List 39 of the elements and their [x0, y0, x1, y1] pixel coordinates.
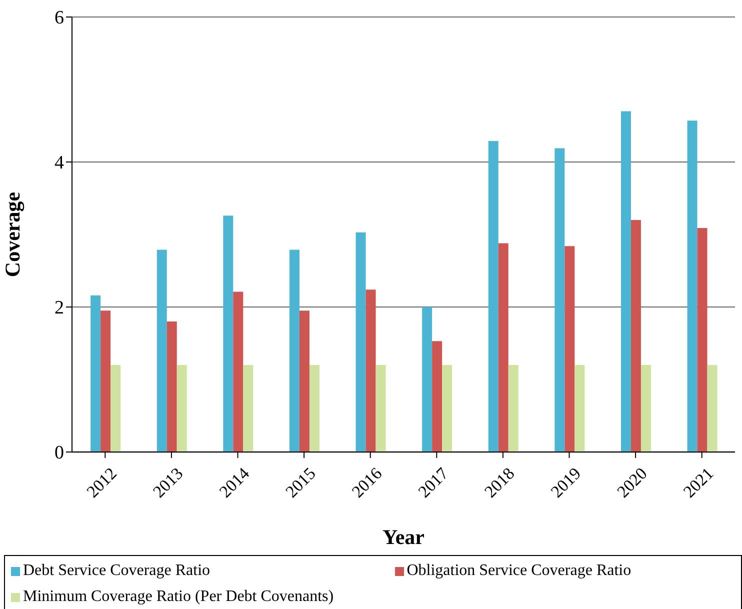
bar — [233, 292, 244, 452]
bar — [100, 310, 111, 452]
bar — [176, 365, 187, 452]
bar — [687, 120, 698, 452]
y-axis-title: Coverage — [0, 192, 24, 278]
legend-label: Debt Service Coverage Ratio — [23, 562, 210, 580]
bar — [110, 365, 121, 452]
bar — [299, 310, 310, 452]
bar — [366, 290, 376, 452]
bar — [90, 295, 101, 452]
bar — [289, 250, 300, 452]
y-tick-label: 4 — [54, 152, 64, 174]
bar — [432, 341, 442, 452]
bar — [156, 250, 167, 452]
bar — [442, 365, 452, 452]
bar — [574, 365, 585, 452]
legend-label: Obligation Service Coverage Ratio — [406, 562, 632, 580]
legend-label: Minimum Coverage Ratio (Per Debt Covenants) — [23, 588, 334, 606]
bar — [554, 148, 565, 452]
bar — [223, 216, 234, 452]
bar — [620, 111, 631, 452]
bar — [356, 232, 366, 452]
bar — [166, 322, 177, 452]
y-tick-label: 6 — [54, 8, 64, 29]
bar — [707, 365, 718, 452]
bar — [488, 140, 498, 452]
y-tick-label: 2 — [54, 298, 64, 319]
bar — [697, 228, 708, 452]
bar — [309, 365, 320, 452]
bar — [243, 365, 254, 452]
bar — [376, 365, 386, 452]
bar — [498, 243, 508, 452]
bar — [564, 246, 575, 452]
bar — [422, 307, 432, 452]
bar — [630, 220, 641, 452]
y-tick-label: 0 — [54, 442, 64, 464]
bar — [640, 365, 651, 452]
bar — [508, 365, 518, 452]
x-axis-title: Year — [382, 525, 424, 549]
